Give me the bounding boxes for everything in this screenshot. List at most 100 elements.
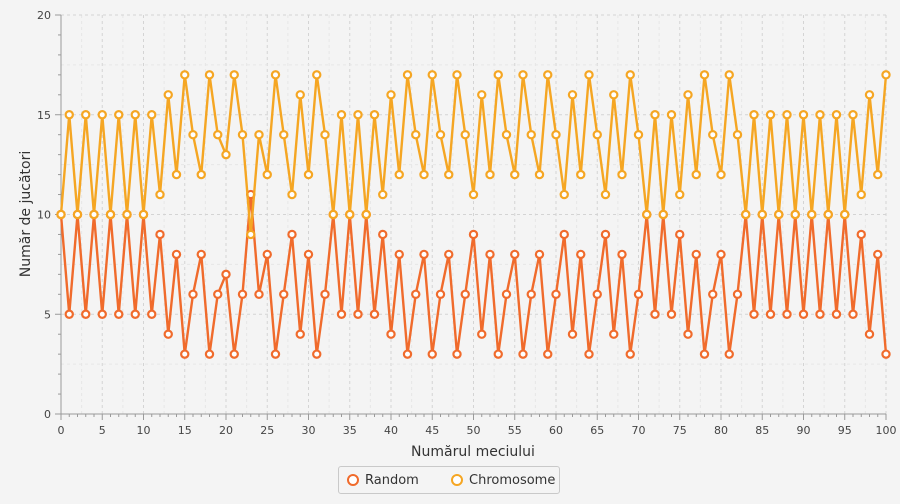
data-point-chromosome[interactable] xyxy=(732,129,743,140)
data-point-chromosome[interactable] xyxy=(518,70,528,80)
data-point-chromosome[interactable] xyxy=(147,110,157,120)
data-point-chromosome[interactable] xyxy=(394,169,404,180)
data-point-random[interactable] xyxy=(666,309,677,319)
legend-item-chromosome[interactable]: Chromosome xyxy=(451,467,555,493)
data-point-chromosome[interactable] xyxy=(675,189,685,200)
data-point-chromosome[interactable] xyxy=(180,70,190,80)
data-point-chromosome[interactable] xyxy=(378,189,388,200)
data-point-chromosome[interactable] xyxy=(724,70,734,80)
data-point-random[interactable] xyxy=(477,329,487,339)
data-point-random[interactable] xyxy=(295,329,305,339)
data-point-random[interactable] xyxy=(270,349,281,359)
data-point-random[interactable] xyxy=(609,329,619,339)
data-point-chromosome[interactable] xyxy=(262,169,272,180)
data-point-chromosome[interactable] xyxy=(419,169,429,180)
data-point-random[interactable] xyxy=(64,309,74,319)
data-point-random[interactable] xyxy=(394,249,404,260)
data-point-chromosome[interactable] xyxy=(188,129,198,140)
data-point-chromosome[interactable] xyxy=(452,70,462,80)
data-point-random[interactable] xyxy=(683,329,693,339)
data-point-random[interactable] xyxy=(468,229,479,240)
data-point-random[interactable] xyxy=(460,289,470,299)
data-point-random[interactable] xyxy=(576,249,586,260)
data-point-random[interactable] xyxy=(699,349,710,359)
data-point-chromosome[interactable] xyxy=(567,90,578,100)
data-point-chromosome[interactable] xyxy=(642,209,652,220)
data-point-random[interactable] xyxy=(584,349,594,359)
data-point-random[interactable] xyxy=(543,349,553,359)
data-point-random[interactable] xyxy=(765,309,776,319)
data-point-random[interactable] xyxy=(188,289,198,299)
data-point-chromosome[interactable] xyxy=(650,110,660,120)
data-point-chromosome[interactable] xyxy=(369,110,380,120)
data-point-chromosome[interactable] xyxy=(633,129,644,140)
data-point-random[interactable] xyxy=(493,349,503,359)
data-point-random[interactable] xyxy=(130,309,140,319)
data-point-random[interactable] xyxy=(782,309,792,319)
data-point-random[interactable] xyxy=(303,249,314,260)
data-point-chromosome[interactable] xyxy=(617,169,627,180)
data-point-random[interactable] xyxy=(444,249,454,260)
data-point-chromosome[interactable] xyxy=(105,209,116,220)
data-point-chromosome[interactable] xyxy=(328,209,338,220)
data-point-chromosome[interactable] xyxy=(798,110,809,120)
data-point-random[interactable] xyxy=(180,349,190,359)
data-point-random[interactable] xyxy=(716,249,726,260)
data-point-chromosome[interactable] xyxy=(361,209,371,220)
data-point-random[interactable] xyxy=(378,229,388,240)
data-point-random[interactable] xyxy=(501,289,512,299)
data-point-chromosome[interactable] xyxy=(138,209,149,220)
data-point-chromosome[interactable] xyxy=(163,90,173,100)
data-point-random[interactable] xyxy=(287,229,297,240)
data-point-random[interactable] xyxy=(452,349,462,359)
data-point-chromosome[interactable] xyxy=(56,209,66,220)
data-point-chromosome[interactable] xyxy=(89,209,99,220)
data-point-chromosome[interactable] xyxy=(526,129,536,140)
data-point-chromosome[interactable] xyxy=(435,129,446,140)
data-point-chromosome[interactable] xyxy=(666,110,677,120)
data-point-chromosome[interactable] xyxy=(551,129,561,140)
data-point-chromosome[interactable] xyxy=(295,90,305,100)
data-point-random[interactable] xyxy=(147,309,157,319)
data-point-chromosome[interactable] xyxy=(807,209,817,220)
data-point-chromosome[interactable] xyxy=(873,169,883,180)
data-point-random[interactable] xyxy=(831,309,842,319)
legend-item-random[interactable]: Random xyxy=(347,467,419,493)
data-point-chromosome[interactable] xyxy=(592,129,602,140)
data-point-random[interactable] xyxy=(97,309,107,319)
data-point-chromosome[interactable] xyxy=(782,110,792,120)
data-point-chromosome[interactable] xyxy=(658,209,668,220)
data-point-random[interactable] xyxy=(419,249,429,260)
data-point-chromosome[interactable] xyxy=(749,110,759,120)
data-point-chromosome[interactable] xyxy=(559,189,569,200)
data-point-chromosome[interactable] xyxy=(427,70,437,80)
data-point-random[interactable] xyxy=(196,249,206,260)
data-point-random[interactable] xyxy=(386,329,396,339)
data-point-random[interactable] xyxy=(254,289,264,299)
data-point-random[interactable] xyxy=(427,349,437,359)
data-point-chromosome[interactable] xyxy=(204,70,215,80)
data-point-chromosome[interactable] xyxy=(757,209,767,220)
data-point-chromosome[interactable] xyxy=(114,110,124,120)
data-point-chromosome[interactable] xyxy=(543,70,553,80)
data-point-chromosome[interactable] xyxy=(741,209,751,220)
data-point-chromosome[interactable] xyxy=(881,70,891,80)
data-point-random[interactable] xyxy=(81,309,91,319)
data-point-chromosome[interactable] xyxy=(576,169,586,180)
data-point-chromosome[interactable] xyxy=(221,149,231,160)
data-point-chromosome[interactable] xyxy=(856,189,866,200)
data-point-chromosome[interactable] xyxy=(609,90,619,100)
data-point-chromosome[interactable] xyxy=(279,129,289,140)
data-point-chromosome[interactable] xyxy=(864,90,875,100)
data-point-chromosome[interactable] xyxy=(303,169,314,180)
data-point-random[interactable] xyxy=(402,349,413,359)
data-point-chromosome[interactable] xyxy=(848,110,858,120)
data-point-chromosome[interactable] xyxy=(790,209,800,220)
data-point-chromosome[interactable] xyxy=(716,169,726,180)
data-point-random[interactable] xyxy=(749,309,759,319)
data-point-random[interactable] xyxy=(873,249,883,260)
data-point-random[interactable] xyxy=(114,309,124,319)
data-point-random[interactable] xyxy=(510,249,520,260)
data-point-chromosome[interactable] xyxy=(64,110,74,120)
data-point-chromosome[interactable] xyxy=(765,110,776,120)
